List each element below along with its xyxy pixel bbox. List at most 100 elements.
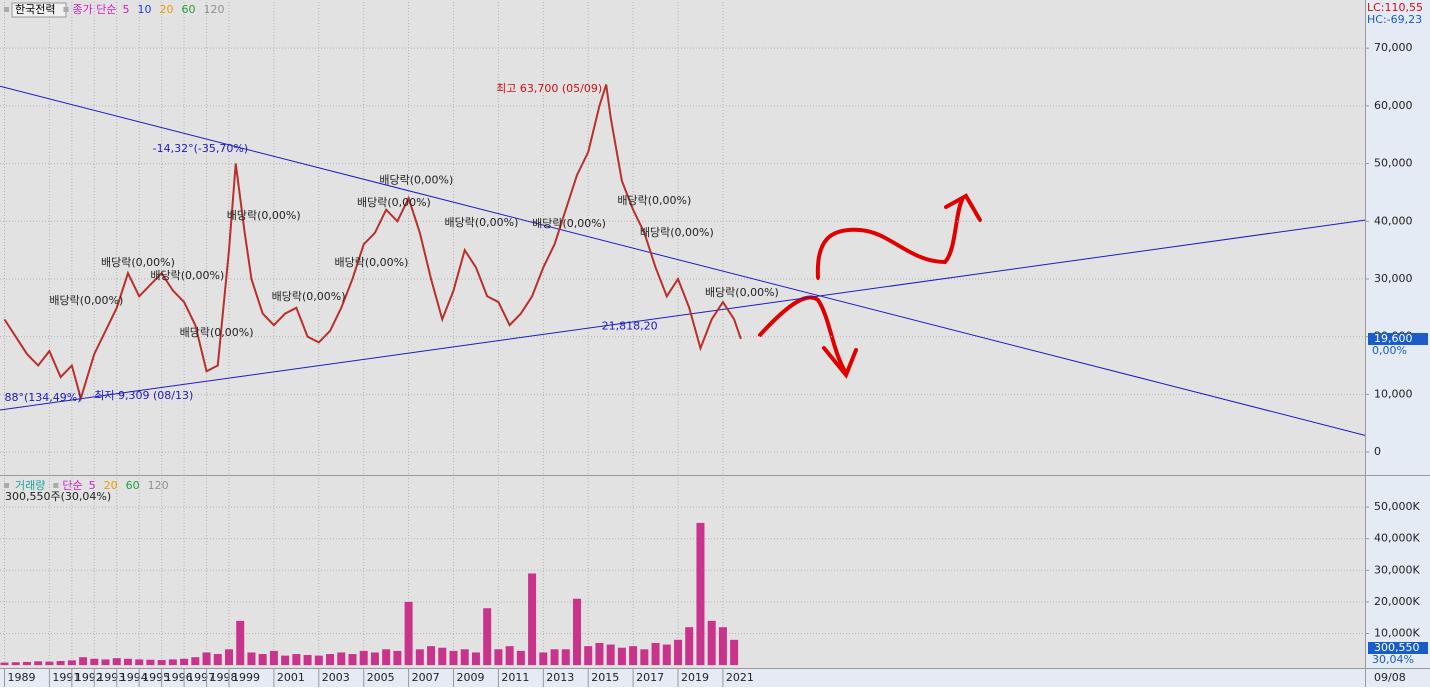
volume-bar [135,659,144,666]
legend-entry: 120 [148,479,169,492]
volume-bar [572,598,581,666]
chart-title: 거래량 [15,479,45,492]
annotation: 최저 9,309 (08/13) [94,389,193,402]
volume-bar [123,658,132,666]
volume-bar [146,659,155,666]
volume-bar [0,662,9,666]
annotation: 배당락(0,00%) [272,290,346,303]
x-tick-label: 1989 [7,671,35,684]
x-tick-label: 1993 [97,671,125,684]
last-value-box [1368,332,1428,345]
last-change: 0,00% [1372,344,1407,357]
annotation: 88°(134,49%) [4,391,81,404]
volume-bar [370,652,379,666]
volume-bar [168,659,177,666]
volume-bar [281,655,290,666]
volume-bar [303,654,312,666]
x-tick-label: 1995 [142,671,170,684]
legend-entry: 5 [122,3,129,16]
volume-bar [326,654,335,666]
x-tick-label: 2005 [367,671,395,684]
y-tick-label: 40,000 [1374,214,1413,227]
volume-bar [382,649,391,666]
x-tick-label: 2009 [457,671,485,684]
volume-bar [696,522,705,666]
x-tick-label: 1994 [120,671,148,684]
volume-bar [730,639,739,666]
volume-bar [11,662,20,666]
volume-bar [427,646,436,666]
last-value-box [1368,642,1428,654]
annotation: 배당락(0,00%) [445,216,519,229]
volume-bar [685,627,694,666]
volume-bar [651,642,660,666]
hc-label: HC:-69,23 [1367,13,1422,26]
x-tick-label: 2001 [277,671,305,684]
x-tick-label: 2017 [636,671,664,684]
annotation: 배당락(0,00%) [150,269,224,282]
annotation: 배당락(0,00%) [357,196,431,209]
volume-bar [112,658,121,666]
annotation: 배당락(0,00%) [227,209,301,222]
y-tick-label: 30,000K [1374,563,1420,576]
x-tick-label: 1991 [52,671,80,684]
annotation: 배당락(0,00%) [180,326,254,339]
volume-bar [505,646,514,666]
x-tick-label: 1996 [165,671,193,684]
x-tick-label: 2019 [681,671,709,684]
volume-bar [494,649,503,666]
y-tick-label: 30,000 [1374,272,1413,285]
price-line [3,84,742,402]
volume-bar [101,659,110,666]
lc-label: LC:110,55 [1367,1,1423,14]
volume-bar [516,650,525,666]
x-tick-label: 2013 [546,671,574,684]
volume-bar [90,658,99,666]
x-tick-label: 2021 [726,671,754,684]
volume-bar [314,655,323,666]
legend-entry: 120 [203,3,224,16]
volume-bar [460,649,469,666]
volume-bar [561,649,570,666]
last-change: 30,04% [1372,653,1414,666]
volume-bar [180,658,189,666]
y-tick-label: 40,000K [1374,532,1420,545]
volume-bar [550,649,559,666]
annotation: 최고 63,700 (05/09) [496,82,602,95]
legend-entry: 5 [89,479,96,492]
volume-bar [438,647,447,666]
annotation: 배당락(0,00%) [617,194,691,207]
x-axis-bg [0,668,1430,687]
info: 300,550주(30,04%) [5,490,111,503]
volume-bar [247,652,256,666]
trend-line [0,85,1366,436]
hand-drawn-arrow [758,295,858,379]
volume-bar [67,660,76,666]
legend-entry: 20 [104,479,118,492]
y-tick-label: 0 [1374,445,1381,458]
volume-bar [404,601,413,666]
trend-line [0,219,1366,411]
volume-bar [34,661,43,666]
volume-bar [640,649,649,666]
legend-entry: 60 [126,479,140,492]
header-icon [63,7,69,12]
x-tick-label: 1998 [210,671,238,684]
volume-bar [348,654,357,666]
volume-bar [595,642,604,666]
volume-bar [79,657,88,666]
volume-bar [191,657,200,666]
volume-bar [213,654,222,666]
x-tick-label: 2007 [412,671,440,684]
volume-bar [718,627,727,666]
legend-entry: 10 [137,3,151,16]
x-tick-label: 1992 [75,671,103,684]
volume-bar [337,652,346,666]
volume-bar [22,661,31,666]
x-end-label: 09/08 [1374,671,1406,684]
y-tick-label: 70,000 [1374,41,1413,54]
volume-bar [224,649,233,666]
annotation: 21,818,20 [602,319,658,332]
